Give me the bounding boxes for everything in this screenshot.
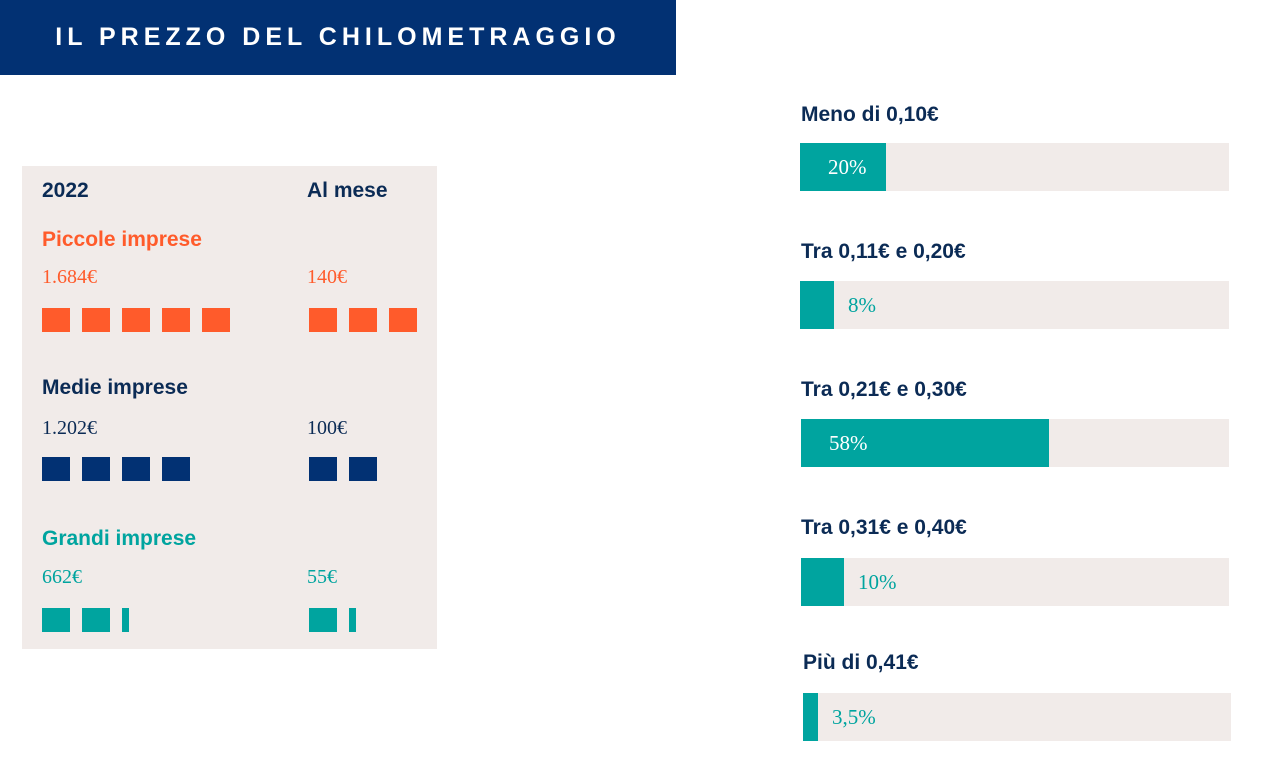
row-label-small: Piccole imprese bbox=[42, 228, 202, 251]
bar-0 bbox=[800, 143, 886, 191]
bar-track-1: 8% bbox=[800, 281, 1229, 329]
row-label-large: Grandi imprese bbox=[42, 527, 197, 550]
bar-4 bbox=[803, 693, 818, 741]
large-month-value: 55€ bbox=[307, 566, 337, 588]
pictogram-square bbox=[82, 608, 110, 632]
pictogram-square bbox=[42, 308, 70, 332]
bar-value-0: 20% bbox=[828, 155, 867, 179]
pictogram-square bbox=[389, 308, 417, 332]
medium-month-value: 100€ bbox=[307, 417, 347, 439]
pictogram-square bbox=[309, 308, 337, 332]
pictogram-square bbox=[349, 457, 377, 481]
pictogram-square bbox=[202, 308, 230, 332]
row-label-medium: Medie imprese bbox=[42, 376, 188, 399]
pictogram-square bbox=[42, 457, 70, 481]
pictogram-square bbox=[82, 308, 110, 332]
bar-track-4: 3,5% bbox=[803, 693, 1231, 741]
bar-label-2: Tra 0,21€ e 0,30€ bbox=[801, 378, 967, 401]
bar-label-4: Più di 0,41€ bbox=[803, 651, 919, 674]
large-year-value: 662€ bbox=[42, 566, 82, 588]
column-header-month: Al mese bbox=[307, 179, 388, 202]
pictogram-square bbox=[42, 608, 70, 632]
bar-label-1: Tra 0,11€ e 0,20€ bbox=[801, 240, 966, 263]
pictogram-square bbox=[122, 308, 150, 332]
pictogram-square bbox=[162, 457, 190, 481]
bar-value-2: 58% bbox=[829, 431, 868, 455]
page-title: IL PREZZO DEL CHILOMETRAGGIO bbox=[0, 0, 676, 75]
cost-table-panel: 2022 Al mese Piccole imprese 1.684€ 140€… bbox=[22, 166, 437, 649]
bar-track-3: 10% bbox=[801, 558, 1229, 606]
bar-1 bbox=[800, 281, 834, 329]
bar-track-0: 20% bbox=[800, 143, 1229, 191]
pictogram-square bbox=[162, 308, 190, 332]
small-year-value: 1.684€ bbox=[42, 266, 97, 288]
bar-track-2: 58% bbox=[801, 419, 1229, 467]
bar-value-4: 3,5% bbox=[832, 705, 876, 729]
bar-3 bbox=[801, 558, 844, 606]
pictogram-square bbox=[349, 308, 377, 332]
pictogram-square bbox=[309, 608, 337, 632]
bar-value-1: 8% bbox=[848, 293, 876, 317]
small-month-value: 140€ bbox=[307, 266, 347, 288]
column-header-year: 2022 bbox=[42, 179, 89, 202]
pictogram-square bbox=[122, 457, 150, 481]
bar-label-3: Tra 0,31€ e 0,40€ bbox=[801, 516, 967, 539]
pictogram-square-partial bbox=[122, 608, 129, 632]
pictogram-square-partial bbox=[349, 608, 356, 632]
pictogram-square bbox=[309, 457, 337, 481]
bar-2 bbox=[801, 419, 1049, 467]
bar-label-0: Meno di 0,10€ bbox=[801, 103, 939, 126]
medium-year-value: 1.202€ bbox=[42, 417, 97, 439]
bar-value-3: 10% bbox=[858, 570, 897, 594]
pictogram-square bbox=[82, 457, 110, 481]
